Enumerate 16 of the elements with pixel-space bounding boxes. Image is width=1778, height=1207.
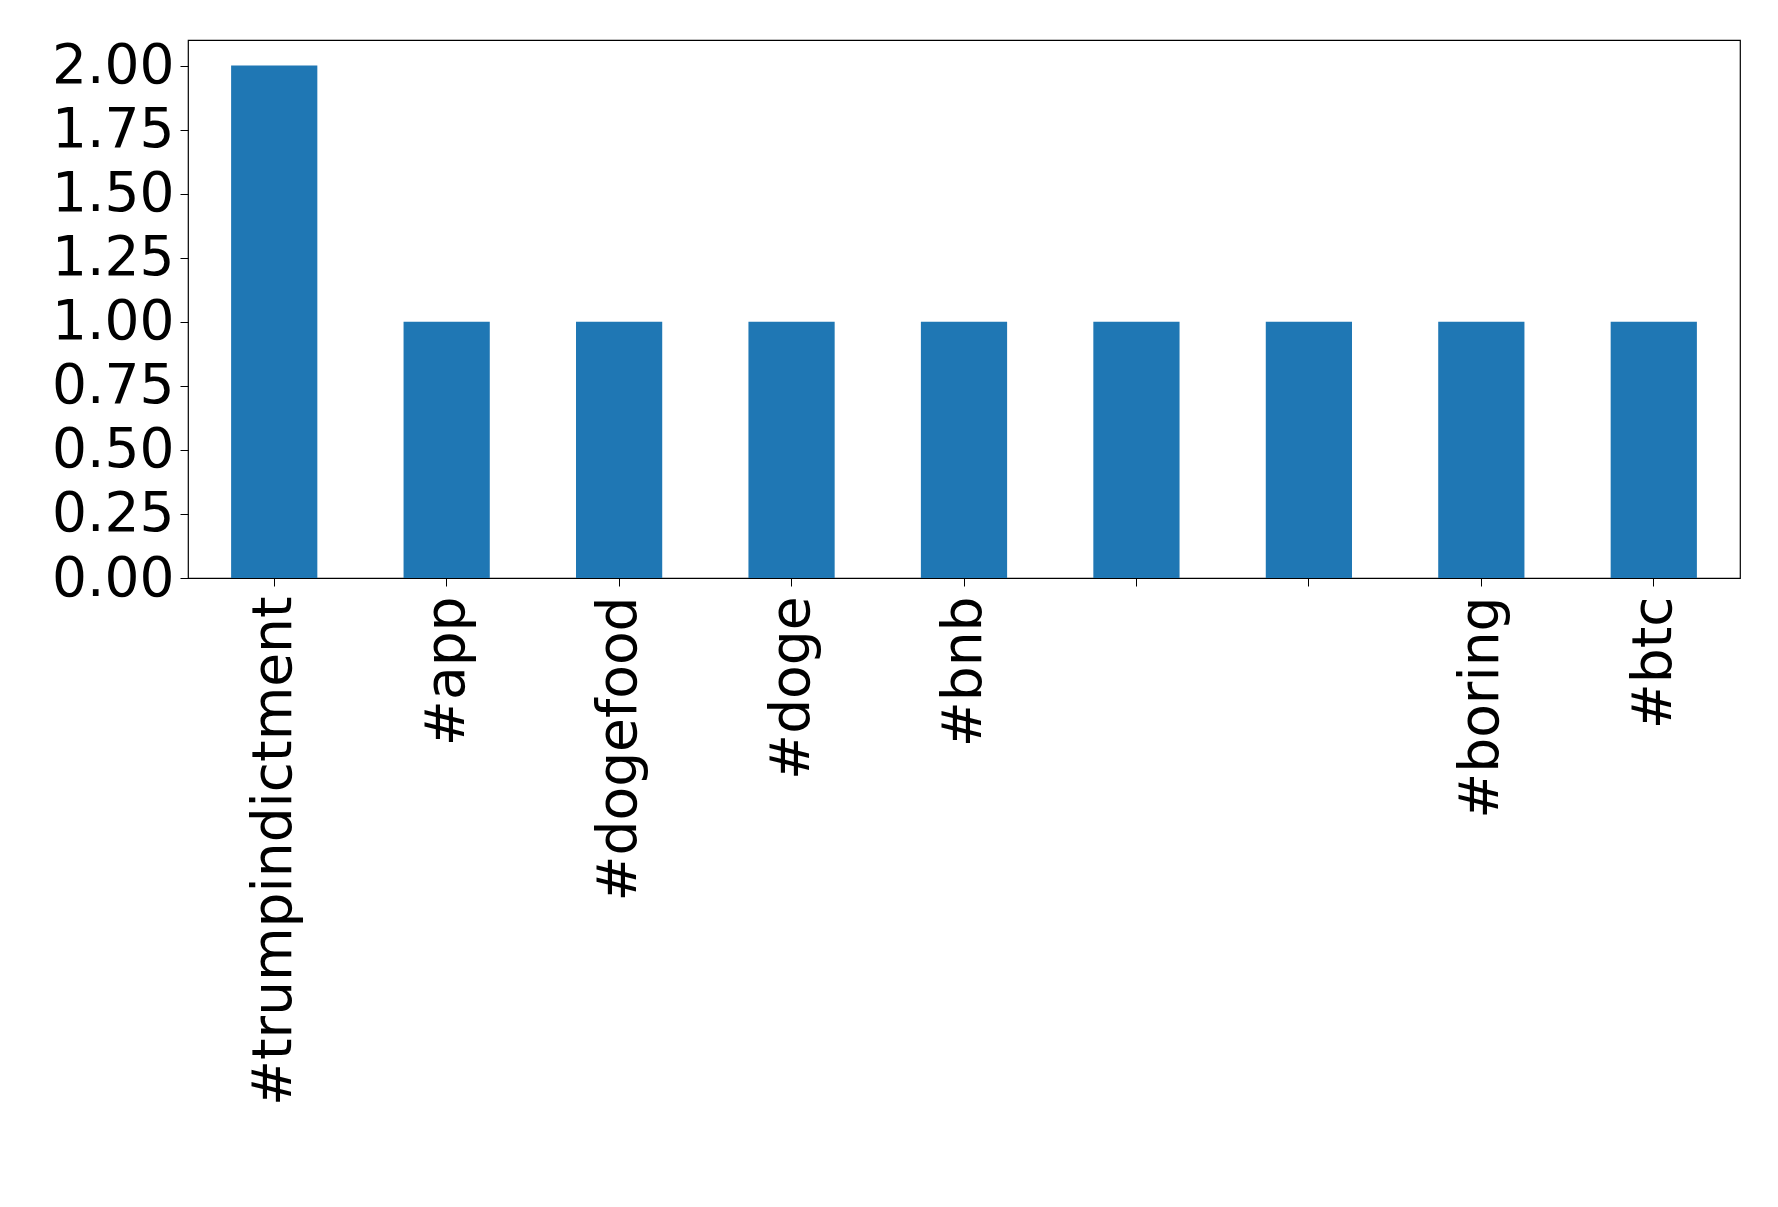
y-tick-label: 1.75: [52, 96, 175, 161]
y-tick-label: 0.75: [52, 352, 175, 417]
x-tick-label: #app: [412, 596, 477, 747]
y-tick-label: 1.25: [52, 224, 175, 289]
x-tick-label: #bnb: [930, 596, 994, 748]
x-tick-label: #boring: [1447, 596, 1512, 819]
y-tick-label: 2.00: [52, 32, 175, 97]
x-tick-label: #btc: [1619, 596, 1684, 730]
x-tick-label: #dogefood: [585, 596, 650, 902]
y-tick-label: 1.50: [52, 160, 175, 225]
y-tick-label: 1.00: [52, 288, 175, 353]
y-tick-label: 0.50: [52, 416, 175, 481]
y-tick-label: 0.00: [52, 544, 175, 609]
x-tick-label: #doge: [757, 596, 822, 780]
y-tick-label: 0.25: [52, 480, 175, 545]
x-tick-label: #trumpindictment: [240, 596, 305, 1107]
